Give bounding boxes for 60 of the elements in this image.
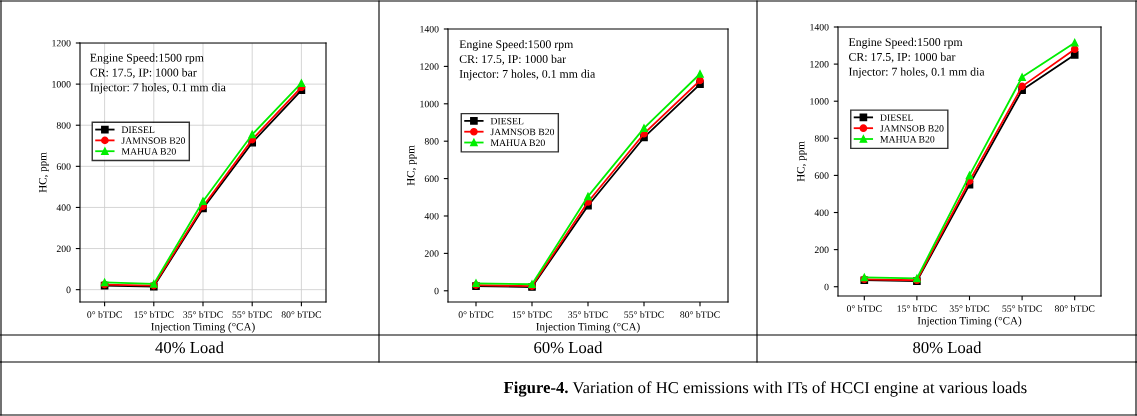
legend-label: JAMNSOB B20 (121, 137, 186, 144)
y-tick-label: 0 (434, 287, 439, 295)
legend-label: MAHUA B20 (880, 135, 935, 143)
legend-label: MAHUA B20 (121, 148, 176, 155)
x-axis-title: Injection Timing (°CA) (536, 322, 640, 333)
legend-label: JAMNSOB B20 (880, 125, 944, 132)
y-tick-label: 1200 (420, 63, 439, 70)
x-axis-title: Injection Timing (°CA) (917, 316, 1022, 327)
y-tick-label: 200 (56, 245, 71, 253)
x-tick-label: 15° bTDC (134, 311, 174, 318)
y-tick-label: 1400 (810, 23, 829, 31)
y-tick-label: 800 (56, 122, 71, 129)
text: Figure-4. Variation of HC emissions with ITs of HCCI engine at various loads (503, 381, 1027, 397)
x-tick-label: 80° bTDC (680, 311, 720, 318)
y-axis-title: HC, ppm (407, 145, 417, 186)
x-tick-label: 80° bTDC (1054, 305, 1095, 312)
annotation: Engine Speed:1500 rpm CR: 17.5, IP: 1000 bar Injector: 7 holes, 0.1 mm dia (848, 37, 985, 79)
y-tick-label: 1400 (420, 25, 439, 33)
annotation: Engine Speed:1500 rpm CR: 17.5, IP: 1000 bar Injector: 7 holes, 0.1 mm dia (459, 39, 596, 81)
y-tick-label: 400 (56, 204, 71, 211)
x-tick-label: 15° bTDC (512, 311, 552, 318)
x-tick-label: 0° bTDC (846, 305, 882, 312)
x-tick-label: 80° bTDC (281, 311, 322, 318)
x-tick-label: 55° bTDC (1002, 305, 1042, 312)
x-tick-label: 35° bTDC (183, 311, 223, 318)
y-tick-label: 1000 (810, 98, 829, 105)
legend-label: MAHUA B20 (490, 139, 545, 147)
annotation: Engine Speed:1500 rpm CR: 17.5, IP: 1000 bar Injector: 7 holes, 0.1 mm dia (90, 53, 226, 94)
y-tick-label: 600 (814, 172, 829, 179)
y-tick-label: 0 (66, 286, 71, 294)
x-tick-label: 55° bTDC (232, 311, 272, 318)
text: 40% Load (155, 341, 224, 354)
x-tick-label: 55° bTDC (624, 311, 664, 318)
y-tick-label: 400 (424, 212, 439, 220)
x-tick-label: 0° bTDC (87, 311, 122, 318)
text: 80% Load (913, 341, 982, 354)
x-tick-label: 35° bTDC (568, 311, 608, 318)
legend-label: DIESEL (880, 114, 913, 121)
text: 60% Load (534, 341, 603, 354)
x-axis-title: Injection Timing (°CA) (151, 322, 255, 333)
y-axis-title: HC, ppm (39, 152, 49, 193)
y-tick-label: 1000 (52, 81, 71, 88)
y-tick-label: 800 (424, 138, 439, 145)
y-tick-label: 600 (56, 163, 71, 170)
x-tick-label: 35° bTDC (949, 305, 990, 312)
y-tick-label: 800 (814, 135, 829, 142)
legend-label: JAMNSOB B20 (490, 128, 555, 136)
legend-label: DIESEL (490, 117, 524, 125)
y-axis-title: HC, ppm (797, 141, 807, 182)
y-tick-label: 600 (424, 175, 439, 183)
legend-label: DIESEL (121, 126, 155, 134)
y-tick-label: 1200 (52, 39, 71, 47)
x-tick-label: 0° bTDC (458, 311, 494, 318)
y-tick-label: 1000 (420, 100, 439, 108)
y-tick-label: 0 (824, 283, 829, 291)
y-tick-label: 400 (814, 209, 829, 216)
y-tick-label: 1200 (810, 61, 829, 68)
x-tick-label: 15° bTDC (897, 305, 937, 312)
y-tick-label: 200 (424, 250, 439, 257)
y-tick-label: 200 (814, 246, 829, 254)
